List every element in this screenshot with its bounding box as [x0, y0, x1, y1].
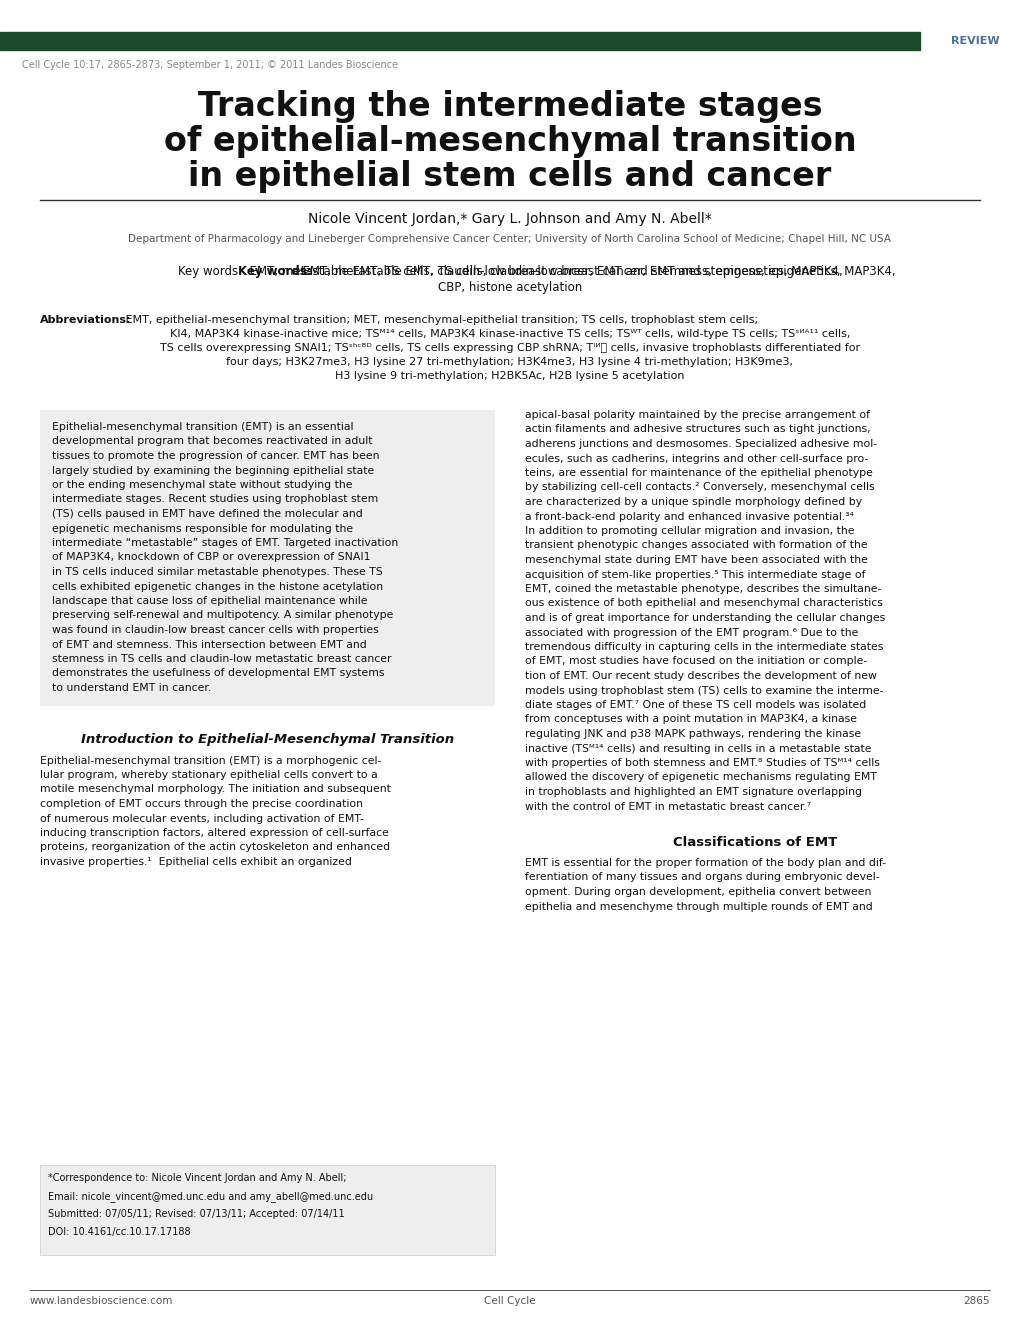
Text: of numerous molecular events, including activation of EMT-: of numerous molecular events, including …	[40, 813, 364, 824]
Text: motile mesenchymal morphology. The initiation and subsequent: motile mesenchymal morphology. The initi…	[40, 784, 390, 795]
Text: Abbreviations:: Abbreviations:	[40, 315, 131, 325]
Text: epithelia and mesenchyme through multiple rounds of EMT and: epithelia and mesenchyme through multipl…	[525, 902, 872, 912]
Text: tion of EMT. Our recent study describes the development of new: tion of EMT. Our recent study describes …	[525, 671, 876, 681]
Text: in trophoblasts and highlighted an EMT signature overlapping: in trophoblasts and highlighted an EMT s…	[525, 787, 861, 797]
Text: associated with progression of the EMT program.⁶ Due to the: associated with progression of the EMT p…	[525, 627, 858, 638]
Text: Key words:: Key words:	[237, 265, 312, 279]
Text: apical-basal polarity maintained by the precise arrangement of: apical-basal polarity maintained by the …	[525, 411, 869, 420]
Text: intermediate “metastable” stages of EMT. Targeted inactivation: intermediate “metastable” stages of EMT.…	[52, 539, 397, 548]
Text: CBP, histone acetylation: CBP, histone acetylation	[437, 281, 582, 294]
Text: acquisition of stem-like properties.⁵ This intermediate stage of: acquisition of stem-like properties.⁵ Th…	[525, 569, 865, 579]
Text: TS cells overexpressing SNAI1; TSˢʰᶜᴮᴰ cells, TS cells expressing CBP shRNA; Tᴵᴻ: TS cells overexpressing SNAI1; TSˢʰᶜᴮᴰ c…	[160, 343, 859, 352]
Text: *Correspondence to: Nicole Vincent Jordan and Amy N. Abell;: *Correspondence to: Nicole Vincent Jorda…	[48, 1173, 346, 1183]
Bar	[40, 411, 494, 705]
Text: Key words:  EMT, metastable EMT, TS cells, claudin-low breast cancer, EMT and st: Key words: EMT, metastable EMT, TS cells…	[177, 265, 842, 279]
Text: or the ending mesenchymal state without studying the: or the ending mesenchymal state without …	[52, 480, 353, 490]
Text: mesenchymal state during EMT have been associated with the: mesenchymal state during EMT have been a…	[525, 554, 867, 565]
Text: adherens junctions and desmosomes. Specialized adhesive mol-: adherens junctions and desmosomes. Speci…	[525, 440, 876, 449]
Text: allowed the discovery of epigenetic mechanisms regulating EMT: allowed the discovery of epigenetic mech…	[525, 772, 876, 783]
Text: of EMT and stemness. This intersection between EMT and: of EMT and stemness. This intersection b…	[52, 639, 367, 649]
Text: DOI: 10.4161/cc.10.17.17188: DOI: 10.4161/cc.10.17.17188	[48, 1228, 191, 1237]
Text: actin filaments and adhesive structures such as tight junctions,: actin filaments and adhesive structures …	[525, 425, 870, 434]
Text: www.landesbioscience.com: www.landesbioscience.com	[30, 1296, 173, 1305]
Text: H3 lysine 9 tri-methylation; H2BK5Ac, H2B lysine 5 acetylation: H3 lysine 9 tri-methylation; H2BK5Ac, H2…	[335, 371, 684, 381]
Text: Classifications of EMT: Classifications of EMT	[673, 836, 837, 849]
Text: 2865: 2865	[963, 1296, 989, 1305]
Text: with properties of both stemness and EMT.⁸ Studies of TSᴹ¹⁴ cells: with properties of both stemness and EMT…	[525, 758, 879, 768]
Text: regulating JNK and p38 MAPK pathways, rendering the kinase: regulating JNK and p38 MAPK pathways, re…	[525, 729, 860, 739]
Text: of MAP3K4, knockdown of CBP or overexpression of SNAI1: of MAP3K4, knockdown of CBP or overexpre…	[52, 553, 370, 562]
Text: proteins, reorganization of the actin cytoskeleton and enhanced: proteins, reorganization of the actin cy…	[40, 842, 389, 853]
Text: ecules, such as cadherins, integrins and other cell-surface pro-: ecules, such as cadherins, integrins and…	[525, 454, 867, 463]
Text: invasive properties.¹  Epithelial cells exhibit an organized: invasive properties.¹ Epithelial cells e…	[40, 857, 352, 867]
Text: EMT, metastable EMT, TS cells, claudin-low breast cancer, EMT and stemness, epig: EMT, metastable EMT, TS cells, claudin-l…	[294, 265, 895, 279]
Text: KI4, MAP3K4 kinase-inactive mice; TSᴹ¹⁴ cells, MAP3K4 kinase-inactive TS cells; : KI4, MAP3K4 kinase-inactive mice; TSᴹ¹⁴ …	[169, 329, 850, 339]
Text: demonstrates the usefulness of developmental EMT systems: demonstrates the usefulness of developme…	[52, 668, 384, 678]
Text: with the control of EMT in metastatic breast cancer.⁷: with the control of EMT in metastatic br…	[525, 801, 810, 812]
Text: Key words:  EMT, metastable EMT, TS cells, claudin-low breast cancer, EMT and st: Key words: EMT, metastable EMT, TS cells…	[177, 265, 842, 279]
Text: Epithelial-mesenchymal transition (EMT) is a morphogenic cel-: Epithelial-mesenchymal transition (EMT) …	[40, 755, 381, 766]
Text: Department of Pharmacology and Lineberger Comprehensive Cancer Center; Universit: Department of Pharmacology and Lineberge…	[128, 234, 891, 244]
Text: largely studied by examining the beginning epithelial state: largely studied by examining the beginni…	[52, 466, 374, 475]
Text: preserving self-renewal and multipotency. A similar phenotype: preserving self-renewal and multipotency…	[52, 610, 393, 620]
Text: of epithelial-mesenchymal transition: of epithelial-mesenchymal transition	[163, 125, 856, 158]
Text: are characterized by a unique spindle morphology defined by: are characterized by a unique spindle mo…	[525, 498, 861, 507]
Text: Cell Cycle: Cell Cycle	[484, 1296, 535, 1305]
Text: from conceptuses with a point mutation in MAP3K4, a kinase: from conceptuses with a point mutation i…	[525, 714, 856, 725]
Text: in TS cells induced similar metastable phenotypes. These TS: in TS cells induced similar metastable p…	[52, 568, 382, 577]
Text: diate stages of EMT.⁷ One of these TS cell models was isolated: diate stages of EMT.⁷ One of these TS ce…	[525, 700, 865, 710]
Text: in epithelial stem cells and cancer: in epithelial stem cells and cancer	[189, 160, 830, 193]
Text: EMT, coined the metastable phenotype, describes the simultane-: EMT, coined the metastable phenotype, de…	[525, 583, 880, 594]
Text: ferentiation of many tissues and organs during embryonic devel-: ferentiation of many tissues and organs …	[525, 873, 878, 883]
Text: cells exhibited epigenetic changes in the histone acetylation: cells exhibited epigenetic changes in th…	[52, 582, 383, 591]
Text: inactive (TSᴹ¹⁴ cells) and resulting in cells in a metastable state: inactive (TSᴹ¹⁴ cells) and resulting in …	[525, 743, 870, 754]
Text: Submitted: 07/05/11; Revised: 07/13/11; Accepted: 07/14/11: Submitted: 07/05/11; Revised: 07/13/11; …	[48, 1209, 344, 1218]
Text: ous existence of both epithelial and mesenchymal characteristics: ous existence of both epithelial and mes…	[525, 598, 882, 609]
Text: Tracking the intermediate stages: Tracking the intermediate stages	[198, 90, 821, 123]
Text: Email: nicole_vincent@med.unc.edu and amy_abell@med.unc.edu: Email: nicole_vincent@med.unc.edu and am…	[48, 1191, 373, 1203]
Text: was found in claudin-low breast cancer cells with properties: was found in claudin-low breast cancer c…	[52, 624, 378, 635]
Text: EMT is essential for the proper formation of the body plan and dif-: EMT is essential for the proper formatio…	[525, 858, 886, 869]
Text: intermediate stages. Recent studies using trophoblast stem: intermediate stages. Recent studies usin…	[52, 495, 378, 504]
Text: stemness in TS cells and claudin-low metastatic breast cancer: stemness in TS cells and claudin-low met…	[52, 653, 391, 664]
Text: In addition to promoting cellular migration and invasion, the: In addition to promoting cellular migrat…	[525, 525, 854, 536]
Text: developmental program that becomes reactivated in adult: developmental program that becomes react…	[52, 437, 372, 446]
Text: tremendous difficulty in capturing cells in the intermediate states: tremendous difficulty in capturing cells…	[525, 642, 882, 652]
Text: Cell Cycle 10:17, 2865-2873; September 1, 2011; © 2011 Landes Bioscience: Cell Cycle 10:17, 2865-2873; September 1…	[22, 59, 397, 70]
Text: tissues to promote the progression of cancer. EMT has been: tissues to promote the progression of ca…	[52, 451, 379, 461]
Text: models using trophoblast stem (TS) cells to examine the interme-: models using trophoblast stem (TS) cells…	[525, 685, 882, 696]
Bar	[40, 1166, 494, 1255]
Text: completion of EMT occurs through the precise coordination: completion of EMT occurs through the pre…	[40, 799, 363, 809]
Text: a front-back-end polarity and enhanced invasive potential.³⁴: a front-back-end polarity and enhanced i…	[525, 511, 853, 521]
Text: by stabilizing cell-cell contacts.² Conversely, mesenchymal cells: by stabilizing cell-cell contacts.² Conv…	[525, 483, 873, 492]
Text: four days; H3K27me3, H3 lysine 27 tri-methylation; H3K4me3, H3 lysine 4 tri-meth: four days; H3K27me3, H3 lysine 27 tri-me…	[226, 356, 793, 367]
Text: lular program, whereby stationary epithelial cells convert to a: lular program, whereby stationary epithe…	[40, 770, 377, 780]
Text: Epithelial-mesenchymal transition (EMT) is an essential: Epithelial-mesenchymal transition (EMT) …	[52, 422, 354, 432]
Text: Introduction to Epithelial-Mesenchymal Transition: Introduction to Epithelial-Mesenchymal T…	[81, 734, 453, 747]
Text: opment. During organ development, epithelia convert between: opment. During organ development, epithe…	[525, 887, 870, 898]
Text: inducing transcription factors, altered expression of cell-surface: inducing transcription factors, altered …	[40, 828, 388, 838]
Text: Nicole Vincent Jordan,* Gary L. Johnson and Amy N. Abell*: Nicole Vincent Jordan,* Gary L. Johnson …	[308, 213, 711, 226]
Text: landscape that cause loss of epithelial maintenance while: landscape that cause loss of epithelial …	[52, 597, 367, 606]
Text: of EMT, most studies have focused on the initiation or comple-: of EMT, most studies have focused on the…	[525, 656, 866, 667]
Text: epigenetic mechanisms responsible for modulating the: epigenetic mechanisms responsible for mo…	[52, 524, 353, 533]
Text: to understand EMT in cancer.: to understand EMT in cancer.	[52, 682, 211, 693]
Text: transient phenotypic changes associated with formation of the: transient phenotypic changes associated …	[525, 540, 867, 550]
Text: teins, are essential for maintenance of the epithelial phenotype: teins, are essential for maintenance of …	[525, 469, 872, 478]
Text: EMT, epithelial-mesenchymal transition; MET, mesenchymal-epithelial transition; : EMT, epithelial-mesenchymal transition; …	[122, 315, 757, 325]
Text: (TS) cells paused in EMT have defined the molecular and: (TS) cells paused in EMT have defined th…	[52, 510, 363, 519]
Bar	[0, 32, 919, 50]
Text: REVIEW: REVIEW	[950, 36, 999, 46]
Text: and is of great importance for understanding the cellular changes: and is of great importance for understan…	[525, 612, 884, 623]
